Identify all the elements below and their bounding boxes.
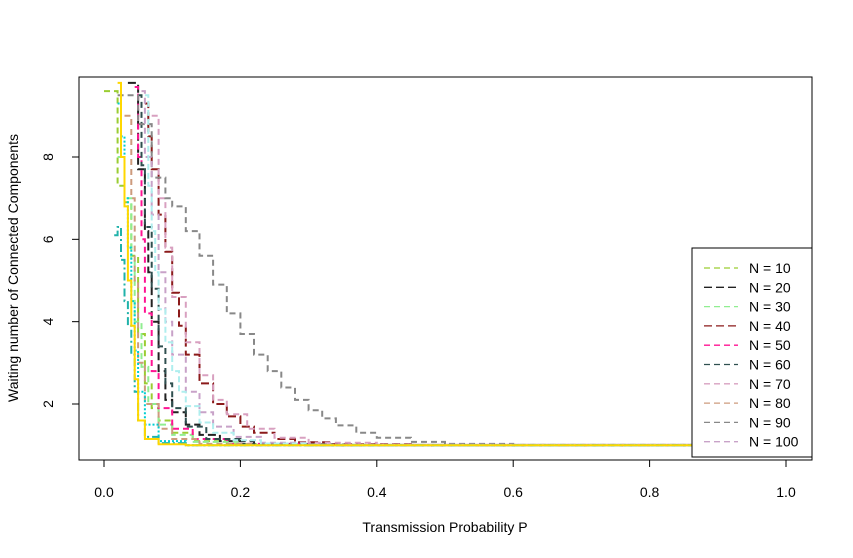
series-line-11 bbox=[144, 94, 786, 447]
legend-label: N = 40 bbox=[749, 318, 791, 334]
series-line-12 bbox=[114, 226, 786, 447]
x-axis: 0.0 0.2 0.4 0.6 0.8 1.0 bbox=[94, 459, 796, 500]
x-tick-label: 0.6 bbox=[503, 484, 523, 500]
series-line-3 bbox=[117, 156, 787, 446]
series-line-7 bbox=[151, 114, 787, 446]
legend-label: N = 30 bbox=[749, 299, 791, 315]
y-tick-label: 2 bbox=[40, 400, 56, 408]
x-tick-label: 0.0 bbox=[94, 484, 114, 500]
series-line-9 bbox=[117, 94, 786, 447]
series-line-8 bbox=[124, 114, 786, 447]
series-line-10 bbox=[141, 90, 787, 446]
series-line-5 bbox=[134, 86, 786, 447]
x-tick-label: 0.8 bbox=[640, 484, 660, 500]
legend-label: N = 100 bbox=[749, 434, 799, 450]
legend-label: N = 20 bbox=[749, 279, 791, 295]
legend-label: N = 10 bbox=[749, 260, 791, 276]
x-axis-label: Transmission Probability P bbox=[362, 519, 527, 535]
legend-label: N = 60 bbox=[749, 357, 791, 373]
legend-label: N = 90 bbox=[749, 414, 791, 430]
series-line-14 bbox=[117, 81, 786, 447]
series-line-13 bbox=[117, 102, 786, 447]
x-tick-label: 0.2 bbox=[231, 484, 251, 500]
y-tick-label: 6 bbox=[40, 235, 56, 243]
y-axis: 2 4 6 8 bbox=[40, 153, 80, 408]
legend: N = 10 N = 20 N = 30 N = 40 N = 50 N = 60 N = … bbox=[691, 247, 813, 458]
series-line-4 bbox=[144, 102, 786, 447]
y-tick-label: 8 bbox=[40, 153, 56, 161]
series-line-6 bbox=[138, 94, 786, 447]
series-line-2 bbox=[127, 81, 786, 447]
series-layer bbox=[104, 81, 787, 447]
y-tick-label: 4 bbox=[40, 318, 56, 326]
legend-label: N = 70 bbox=[749, 376, 791, 392]
legend-label: N = 50 bbox=[749, 337, 791, 353]
legend-label: N = 80 bbox=[749, 395, 791, 411]
series-line-1 bbox=[104, 90, 786, 447]
x-tick-label: 1.0 bbox=[776, 484, 796, 500]
y-axis-label: Waiting number of Connected Components bbox=[5, 134, 21, 402]
legend-box bbox=[691, 247, 813, 458]
x-tick-label: 0.4 bbox=[367, 484, 387, 500]
